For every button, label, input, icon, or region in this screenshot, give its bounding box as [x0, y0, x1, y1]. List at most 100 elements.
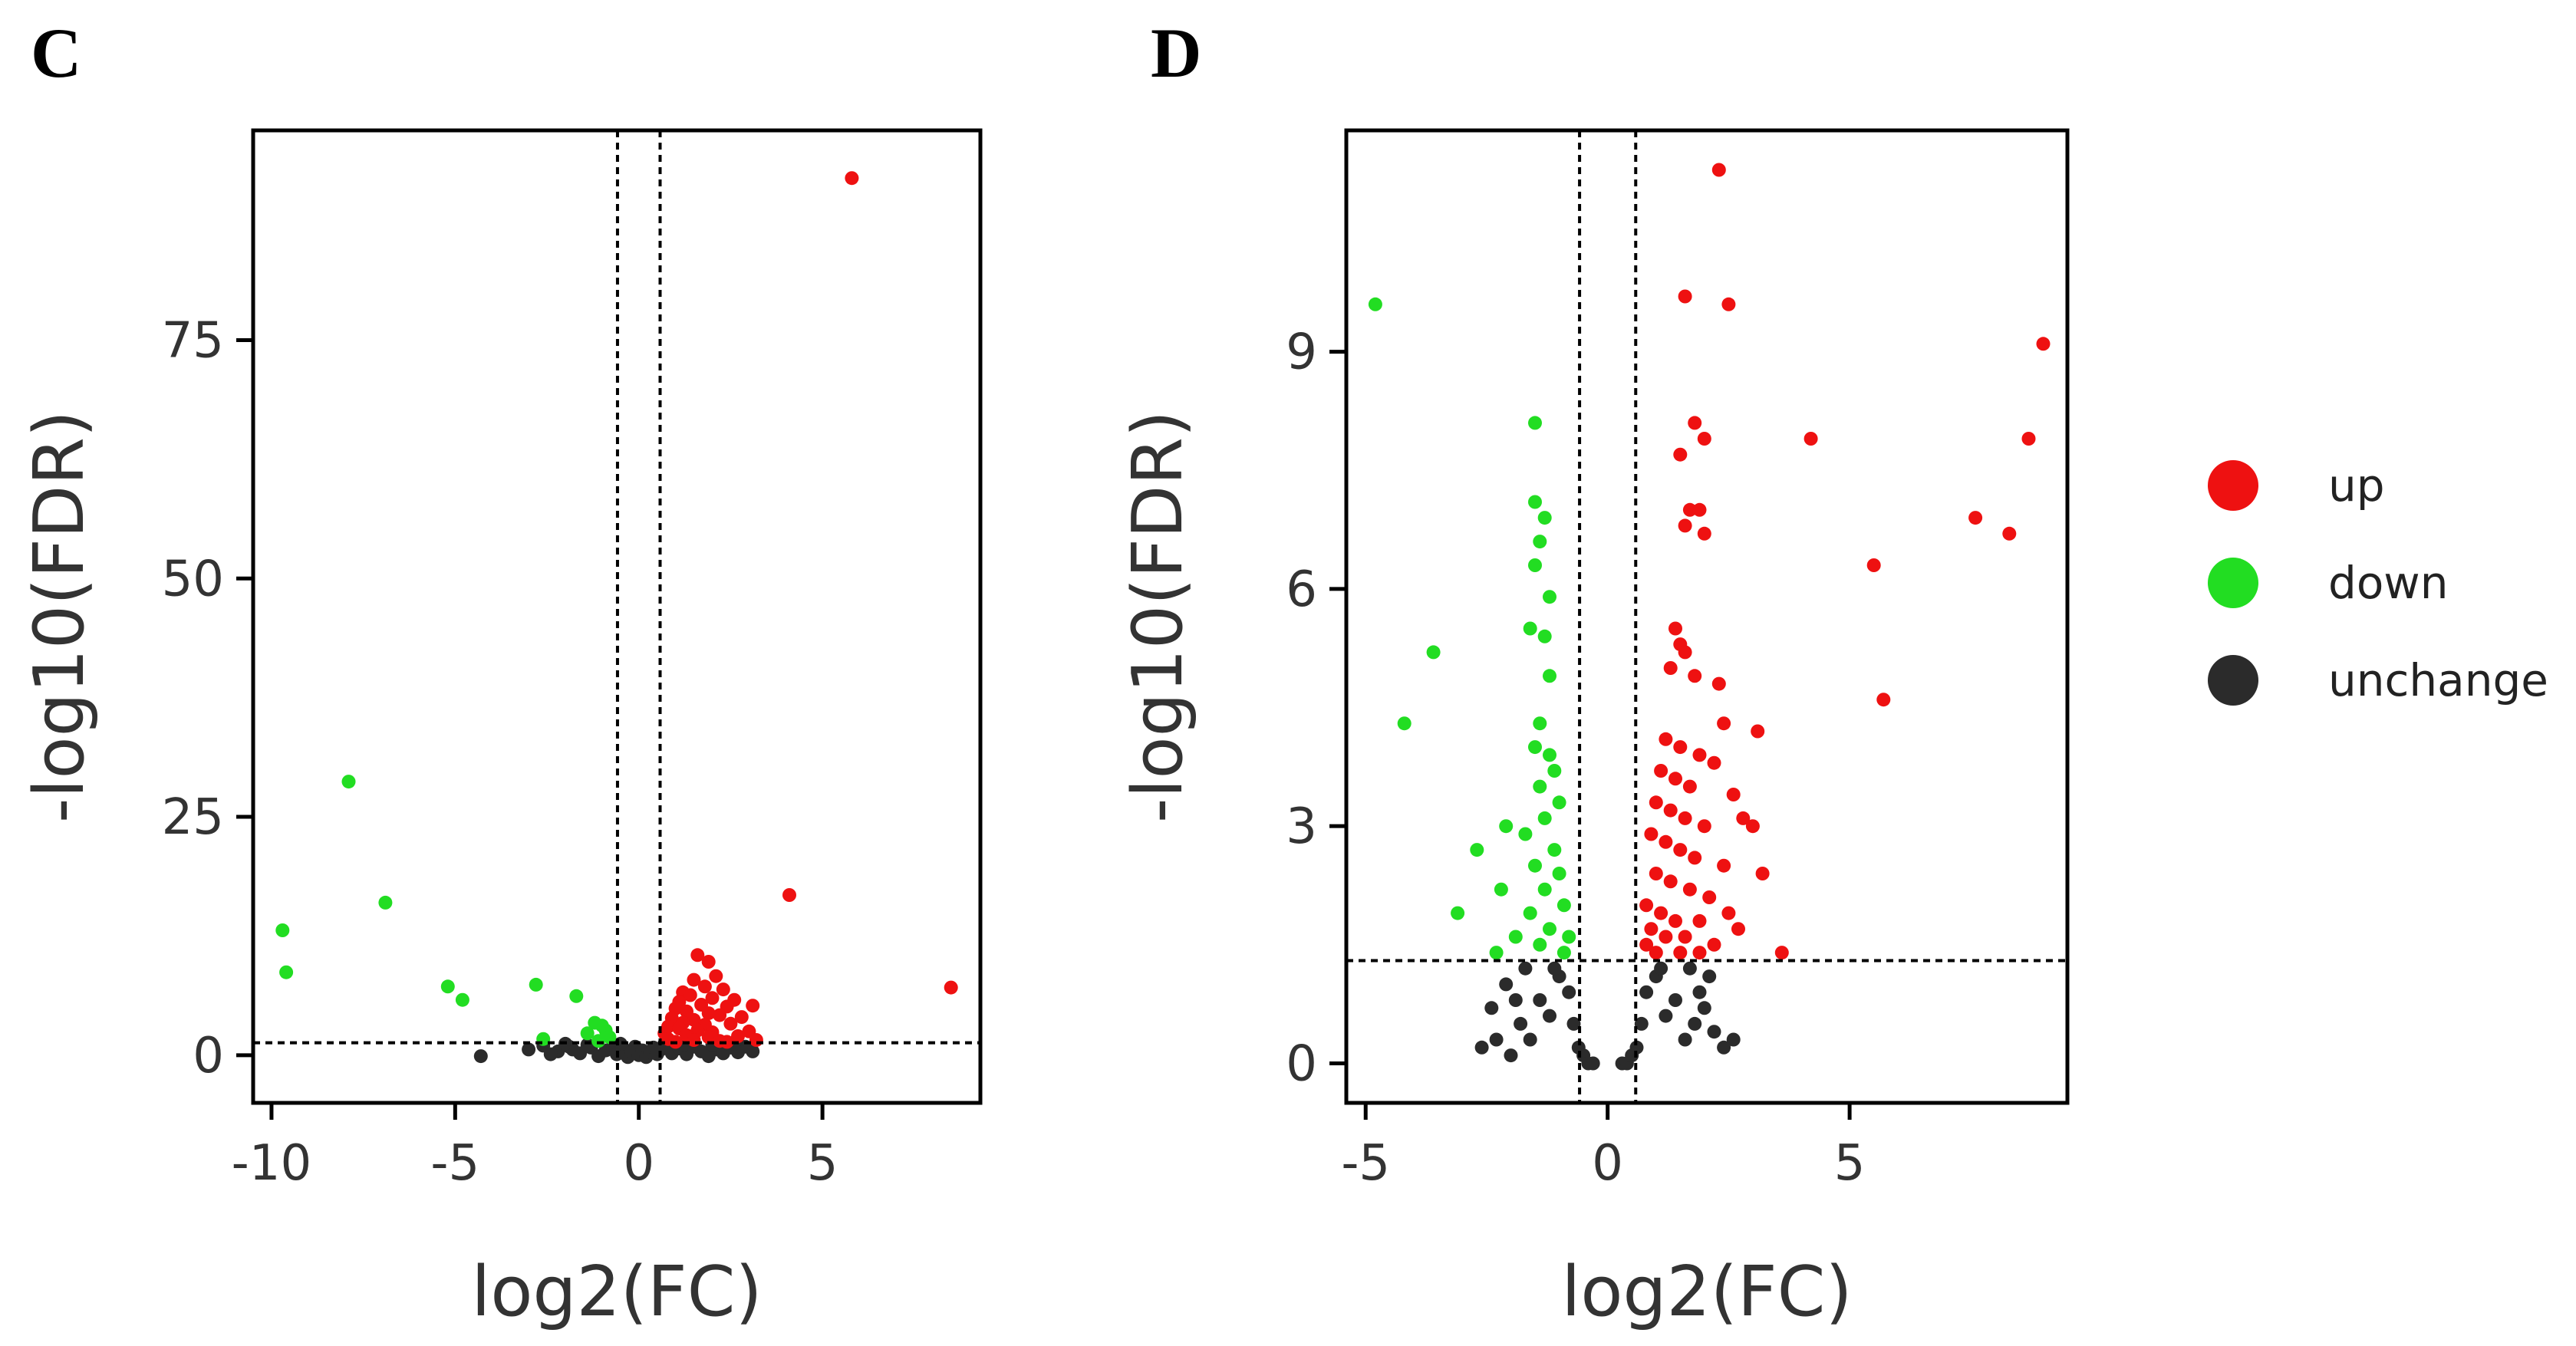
point-up — [1678, 289, 1692, 304]
point-up — [1659, 732, 1673, 746]
point-down — [1523, 906, 1537, 920]
point-down — [1523, 621, 1537, 636]
point-down — [1543, 669, 1556, 683]
y-tick-label: 3 — [1286, 798, 1317, 855]
legend-item-up: up — [2208, 459, 2385, 512]
point-up — [1678, 518, 1692, 533]
point-up — [1688, 416, 1702, 430]
point-down — [602, 1030, 617, 1045]
legend-item-unchange: unchange — [2208, 654, 2548, 706]
point-down — [378, 895, 393, 910]
point-up — [1721, 297, 1736, 311]
point-up — [687, 972, 701, 987]
point-down — [591, 1034, 606, 1048]
point-up — [1663, 661, 1678, 675]
point-down — [580, 1026, 595, 1041]
point-down — [341, 775, 356, 789]
y-axis-label-d: -log10(FDR) — [1118, 410, 1198, 823]
point-unchange — [1697, 1001, 1711, 1015]
point-down — [1499, 819, 1514, 834]
point-up — [1702, 890, 1717, 904]
point-up — [749, 1033, 763, 1047]
legend-marker-down — [2208, 558, 2258, 608]
point-up — [1659, 834, 1673, 849]
point-up — [734, 1010, 749, 1025]
point-up — [1668, 913, 1682, 928]
point-up — [709, 969, 723, 983]
point-unchange — [1702, 969, 1717, 984]
point-up — [1678, 645, 1692, 660]
point-down — [279, 965, 294, 979]
point-unchange — [1514, 1016, 1528, 1031]
x-tick-label: -5 — [1341, 1135, 1390, 1192]
point-down — [455, 992, 469, 1007]
point-unchange — [1562, 985, 1576, 999]
point-up — [1721, 906, 1736, 920]
point-up — [1668, 772, 1682, 786]
legend-marker-up — [2208, 460, 2258, 511]
point-down — [1537, 511, 1552, 525]
point-up — [1673, 447, 1688, 462]
marks-d — [1346, 130, 2067, 1103]
point-up — [1745, 819, 1760, 834]
point-up — [720, 1035, 734, 1049]
point-down — [569, 989, 584, 1003]
point-unchange — [1543, 1009, 1556, 1023]
point-down — [1426, 645, 1441, 660]
axes-d: -5 0 5 0 3 6 9 — [1286, 324, 1865, 1192]
x-tick-label: 5 — [807, 1135, 838, 1192]
point-up — [731, 1029, 745, 1043]
point-up — [2036, 337, 2051, 351]
point-unchange — [1499, 977, 1514, 992]
point-down — [1528, 740, 1542, 755]
point-unchange — [522, 1042, 536, 1057]
point-up — [1682, 882, 1697, 897]
point-up — [1804, 432, 1818, 446]
y-tick-label: 75 — [162, 312, 224, 369]
panel-label-c: C — [31, 14, 81, 92]
point-down — [1556, 898, 1571, 913]
point-up — [1663, 874, 1678, 889]
point-unchange — [1547, 961, 1562, 976]
x-tick-label: 0 — [623, 1135, 654, 1192]
point-down — [1518, 827, 1533, 841]
x-tick-label: -5 — [430, 1135, 479, 1192]
point-up — [701, 1030, 716, 1045]
point-up — [1707, 755, 1721, 770]
point-up — [1692, 946, 1707, 960]
legend: up down unchange — [2208, 459, 2548, 706]
point-unchange — [1654, 961, 1668, 976]
y-tick-label: 25 — [162, 789, 224, 846]
point-up — [782, 888, 796, 902]
point-down — [1489, 946, 1504, 960]
point-unchange — [746, 1044, 760, 1058]
point-unchange — [1692, 985, 1707, 999]
point-up — [701, 1006, 716, 1021]
point-down — [1528, 495, 1542, 509]
point-unchange — [1629, 1040, 1644, 1055]
y-tick-label: 9 — [1286, 324, 1317, 381]
point-up — [1654, 906, 1668, 920]
point-down — [1543, 922, 1556, 936]
point-down — [1470, 843, 1484, 857]
x-tick-label: 5 — [1834, 1135, 1866, 1192]
point-unchange — [1533, 993, 1547, 1007]
y-tick-label: 0 — [1286, 1035, 1317, 1092]
point-up — [1649, 946, 1663, 960]
point-up — [1968, 511, 1983, 525]
y-axis-label-c: -log10(FDR) — [19, 410, 100, 823]
point-up — [1649, 867, 1663, 880]
y-tick-label: 0 — [193, 1028, 224, 1084]
point-up — [2002, 526, 2017, 541]
y-tick-label: 6 — [1286, 561, 1317, 618]
point-unchange — [1659, 1009, 1673, 1023]
legend-item-down: down — [2208, 557, 2449, 609]
x-tick-label: -10 — [232, 1135, 312, 1192]
point-unchange — [1484, 1001, 1499, 1015]
point-up — [1688, 669, 1702, 683]
point-up — [1692, 748, 1707, 762]
point-up — [1697, 432, 1711, 446]
